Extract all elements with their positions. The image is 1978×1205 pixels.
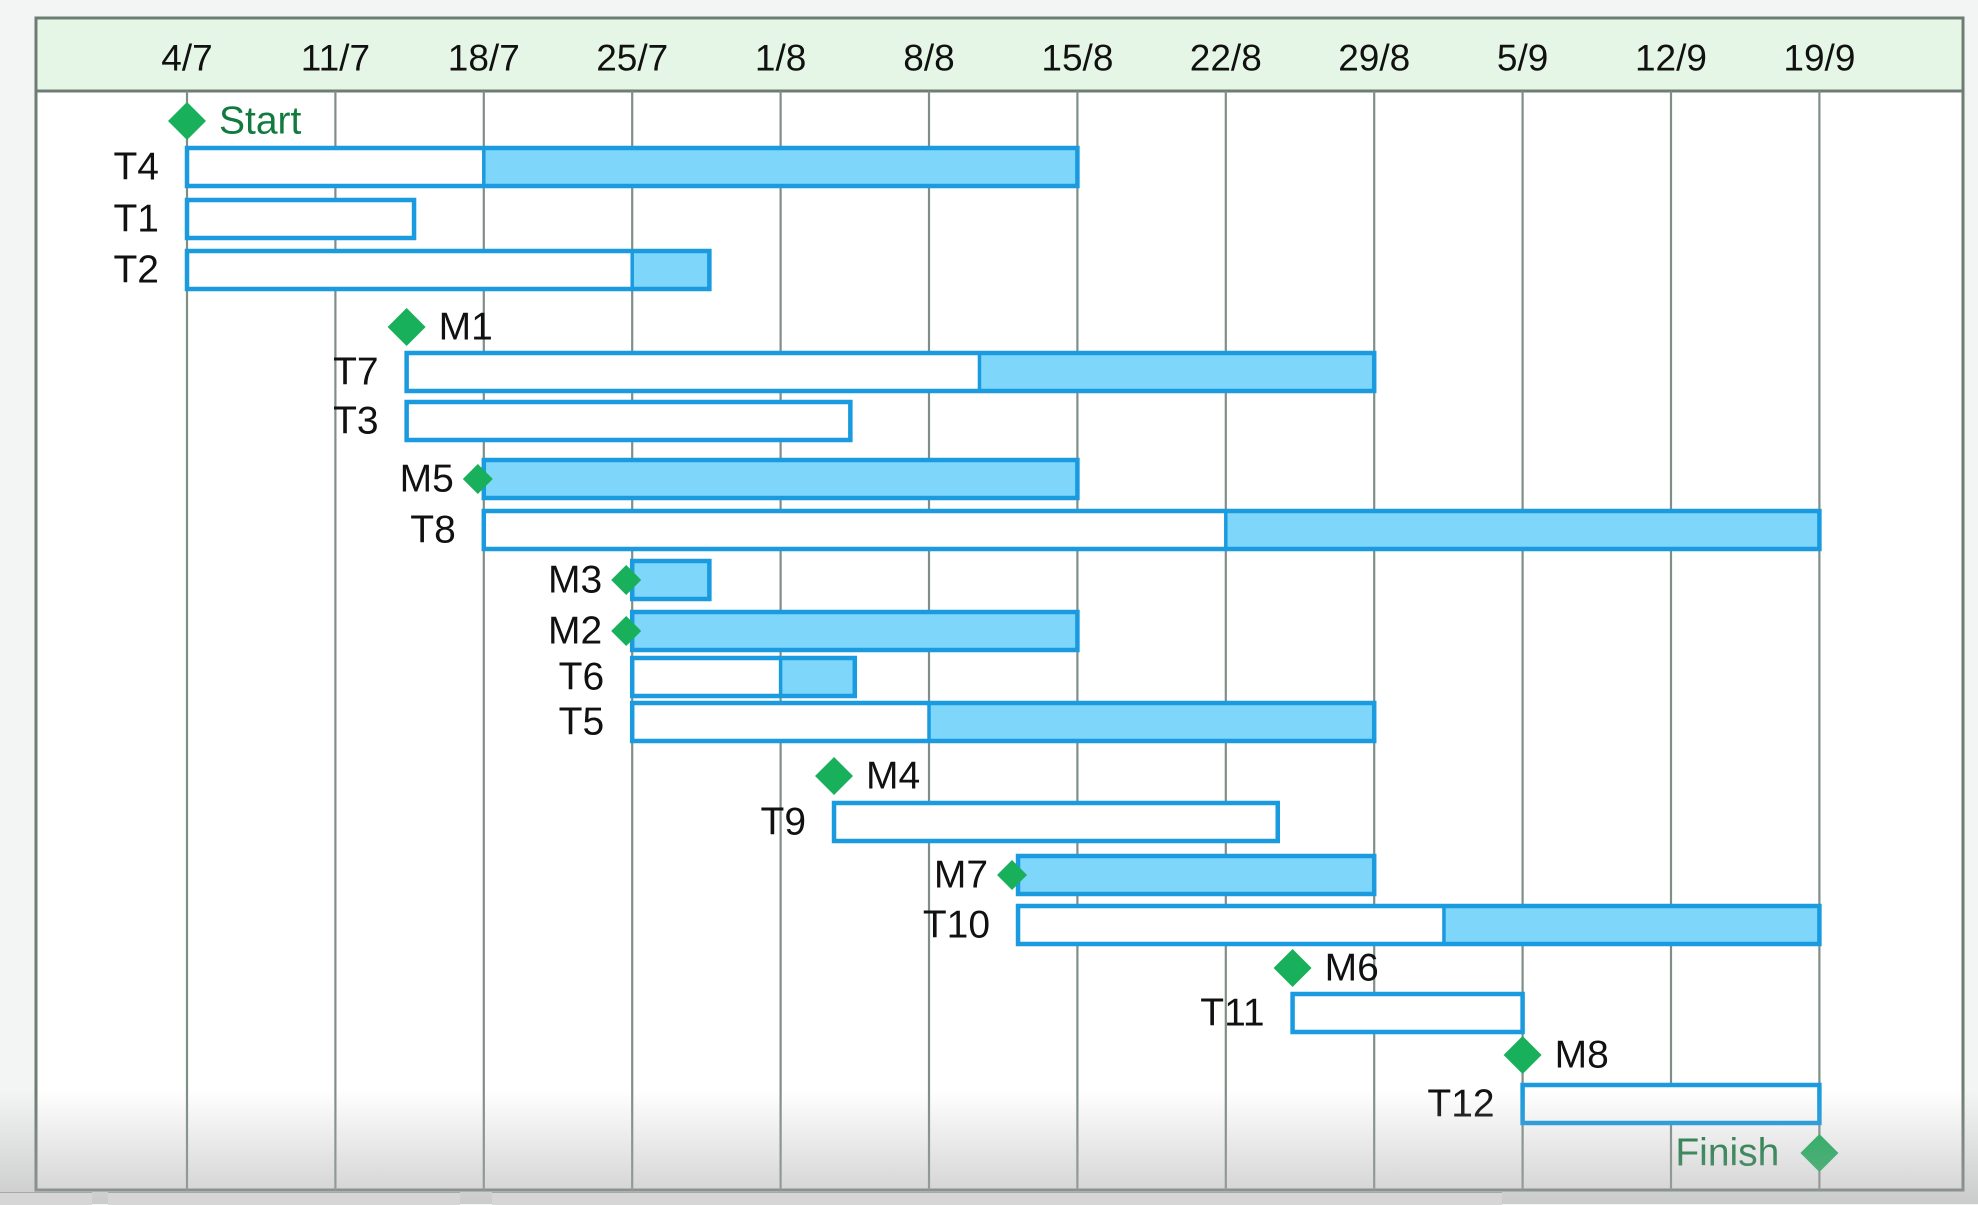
milestone-label-start: Start	[219, 100, 302, 143]
plot-area	[34, 16, 1965, 1192]
milestone-m3-diamond	[611, 565, 642, 595]
task-t1-bar-outline	[184, 197, 417, 241]
x-tick-label-25/7: 25/7	[596, 38, 668, 79]
x-tick-label-22/8: 22/8	[1190, 38, 1262, 79]
task-t9-bar-outline	[831, 800, 1280, 844]
milestone-m2-bar-fill	[632, 612, 1078, 650]
x-tick-label-4/7: 4/7	[161, 38, 212, 79]
milestone-label-m8: M8	[1555, 1034, 1609, 1077]
task-label-t5: T5	[559, 701, 605, 744]
task-t3-bar-bg	[406, 402, 851, 440]
task-label-t7: T7	[333, 351, 379, 394]
task-t11-bar-outline	[1290, 991, 1525, 1035]
task-label-t4: T4	[113, 146, 159, 189]
task-t4-bar-outline	[184, 145, 1080, 189]
task-t6-bar-fill	[780, 658, 855, 696]
x-tick-label-12/9: 12/9	[1635, 38, 1707, 79]
task-label-t10: T10	[923, 904, 990, 947]
task-label-t12: T12	[1427, 1083, 1494, 1126]
x-tick-label-5/9: 5/9	[1497, 38, 1548, 79]
task-t2-bar-bg	[187, 251, 710, 289]
task-label-t6: T6	[559, 656, 605, 699]
milestone-m5-bar-fill	[483, 460, 1078, 498]
milestone-m4-diamond	[815, 757, 854, 795]
task-label-t8: T8	[410, 509, 456, 552]
task-t6-bar-outline	[629, 655, 858, 699]
x-tick-label-29/8: 29/8	[1338, 38, 1410, 79]
task-t5-bar-fill	[929, 703, 1375, 741]
milestone-label-finish: Finish	[1675, 1132, 1779, 1175]
x-tick-label-11/7: 11/7	[301, 38, 370, 79]
milestone-label-m1: M1	[439, 306, 493, 349]
x-tick-label-8/8: 8/8	[903, 38, 954, 79]
task-t7-bar-fill	[979, 353, 1375, 391]
task-label-t9: T9	[761, 801, 807, 844]
milestone-m2-diamond	[611, 616, 642, 646]
task-t1-bar-bg	[187, 200, 415, 238]
milestone-label-m6: M6	[1325, 947, 1379, 990]
milestone-start-diamond	[168, 102, 206, 140]
task-t10-bar-outline	[1015, 903, 1822, 947]
task-t2-bar-fill	[632, 251, 710, 289]
milestone-label-m5: M5	[400, 458, 454, 501]
milestone-m1-diamond	[387, 308, 426, 346]
bottom-tab-2	[108, 1192, 460, 1205]
task-t7-bar-outline	[404, 350, 1377, 394]
milestone-m3-bar-fill	[632, 561, 710, 599]
task-t2-bar-outline	[184, 248, 712, 292]
task-t11-bar-bg	[1292, 994, 1523, 1032]
milestone-label-m7: M7	[934, 854, 988, 897]
milestone-label-m4: M4	[866, 755, 920, 798]
task-t3-bar-outline	[404, 399, 853, 443]
task-label-t11: T11	[1200, 992, 1264, 1035]
task-label-t2: T2	[113, 249, 159, 292]
milestone-label-m3: M3	[548, 559, 602, 602]
task-t9-bar-bg	[834, 803, 1278, 841]
x-tick-label-19/9: 19/9	[1783, 38, 1855, 79]
task-t4-bar-fill	[483, 148, 1078, 186]
milestone-m6-diamond	[1273, 949, 1312, 987]
task-label-t1: T1	[113, 198, 159, 241]
task-label-t3: T3	[333, 400, 379, 443]
milestone-m5-diamond	[462, 464, 493, 494]
milestone-label-m2: M2	[548, 610, 602, 653]
bottom-tab-1	[0, 1192, 92, 1205]
milestone-m8-diamond	[1503, 1036, 1542, 1074]
milestone-m7-bar-fill	[1018, 856, 1375, 894]
task-t10-bar-fill	[1443, 906, 1820, 944]
x-tick-label-18/7: 18/7	[448, 38, 520, 79]
task-t8-bar-fill	[1225, 511, 1820, 549]
task-t12-bar-bg	[1522, 1085, 1820, 1123]
task-t8-bar-outline	[481, 508, 1822, 552]
timeline-header	[37, 19, 1962, 91]
task-t5-bar-outline	[629, 700, 1377, 744]
x-tick-label-1/8: 1/8	[755, 38, 806, 79]
bottom-tab-3	[492, 1192, 1502, 1205]
x-tick-label-15/8: 15/8	[1041, 38, 1113, 79]
milestone-m7-diamond	[997, 860, 1028, 890]
